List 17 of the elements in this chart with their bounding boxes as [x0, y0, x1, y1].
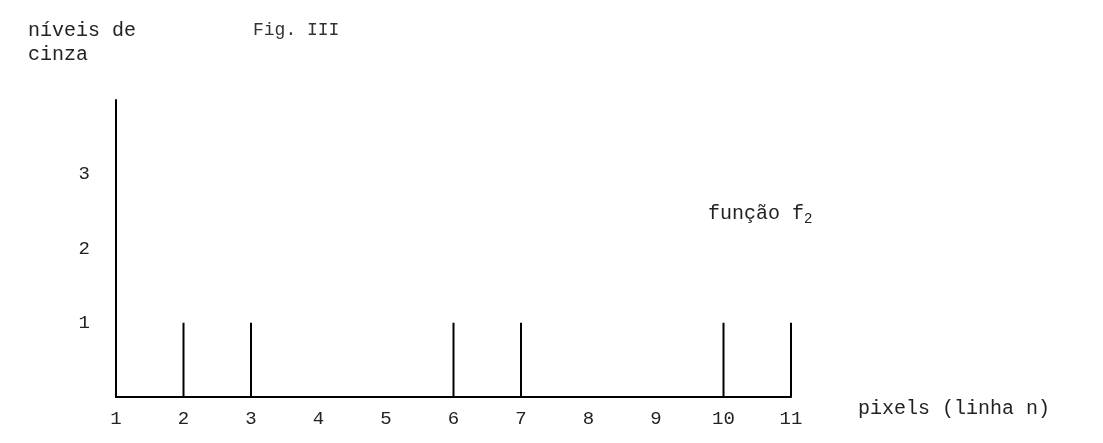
x-tick-label: 11: [779, 407, 803, 430]
x-tick-label: 5: [380, 407, 392, 430]
x-tick-label: 2: [177, 407, 190, 430]
x-tick-label: 7: [515, 407, 527, 430]
x-tick-label: 4: [312, 407, 325, 430]
y-tick-label: 2: [78, 237, 90, 260]
y-tick-label: 1: [78, 311, 90, 334]
x-tick-label: 9: [650, 407, 662, 430]
chart-title: Fig. III: [253, 20, 340, 40]
x-tick-label: 3: [245, 407, 257, 430]
x-tick-label: 6: [447, 407, 460, 430]
x-tick-label: 1: [110, 407, 122, 430]
y-axis-title: níveis de cinza: [28, 18, 137, 66]
x-axis-title: pixels (linha n): [858, 396, 1051, 420]
x-tick-label: 10: [712, 407, 735, 430]
x-tick-label: 8: [582, 407, 595, 430]
y-tick-label: 3: [78, 163, 90, 186]
